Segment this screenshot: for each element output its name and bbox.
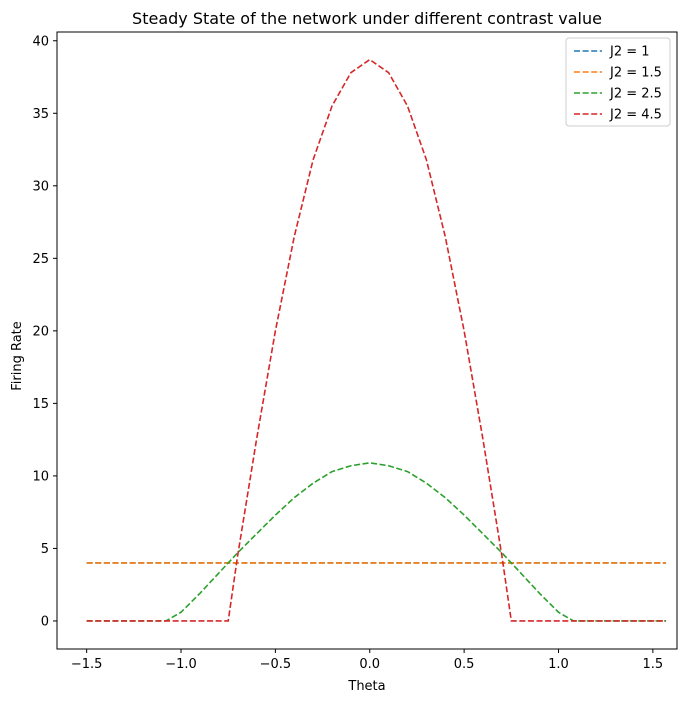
x-tick-label: 1.0 [548, 657, 569, 672]
legend-label-2: J2 = 1.5 [609, 66, 662, 81]
y-axis-title: Firing Rate [10, 321, 25, 391]
x-tick-label: −0.5 [260, 657, 292, 672]
y-tick-label: 30 [32, 179, 49, 194]
y-tick-label: 40 [32, 34, 49, 49]
y-tick-label: 0 [41, 614, 49, 629]
y-tick-label: 25 [32, 252, 49, 267]
legend: J2 = 1 J2 = 1.5 J2 = 2.5 J2 = 4.5 [565, 37, 671, 127]
plot-area: −1.5 −1.0 −0.5 0.0 0.5 1.0 1.5 0 5 10 15 20 25 30 35 40 [32, 31, 678, 672]
x-tick-label: −1.0 [165, 657, 197, 672]
x-tick-label: 0.5 [454, 657, 475, 672]
legend-box [565, 37, 671, 127]
legend-label-3: J2 = 2.5 [609, 87, 662, 102]
y-tick-label: 10 [32, 469, 49, 484]
axes-frame [56, 31, 678, 650]
x-tick-label: 0.0 [359, 657, 380, 672]
series-line-3 [86, 462, 667, 622]
x-axis-title: Theta [347, 679, 385, 694]
legend-label-4: J2 = 4.5 [609, 108, 662, 123]
x-tick-label: −1.5 [71, 657, 103, 672]
chart-title: Steady State of the network under differ… [132, 9, 602, 28]
y-tick-label: 35 [32, 107, 49, 122]
y-tick-label: 5 [41, 542, 49, 557]
y-tick-label: 15 [32, 397, 49, 412]
legend-label-1: J2 = 1 [609, 45, 650, 60]
x-tick-label: 1.5 [643, 657, 664, 672]
y-tick-label: 20 [32, 324, 49, 339]
